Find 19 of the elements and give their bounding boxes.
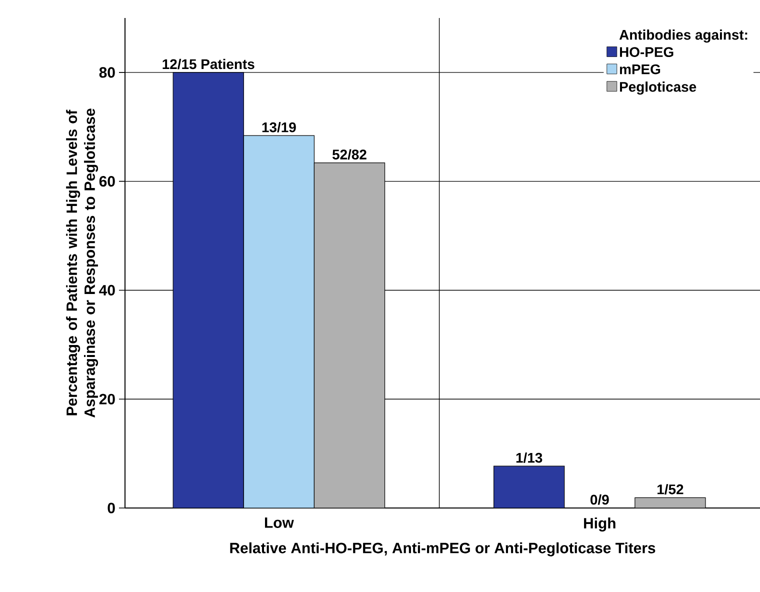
y-tick-label: 20 [99, 394, 115, 404]
y-tick-label: 40 [99, 284, 115, 296]
x-axis-title: Relative Anti-HO-PEG, Anti-mPEG or Anti-Pegloticase Titers [230, 542, 656, 556]
y-tick-label: 0 [108, 502, 115, 514]
legend-label: HO-PEG [620, 47, 674, 57]
legend-label: Pegloticase [620, 82, 696, 95]
data-label: 13/19 [262, 122, 296, 132]
y-axis-title: Percentage of Patients with High Levels of Asparaginase or Responses to Pegloticase [66, 108, 98, 418]
y-tick-label: 60 [99, 176, 115, 187]
legend-label: mPEG [620, 64, 660, 74]
x-tick-label: Low [265, 518, 294, 528]
data-label: 0/9 [590, 494, 609, 505]
data-label: 1/13 [516, 452, 542, 463]
data-label: 1/52 [658, 484, 684, 494]
data-label: 52/82 [332, 149, 366, 160]
y-tick-label: 80 [99, 67, 115, 78]
data-label: 12/15 Patients [162, 58, 254, 70]
x-tick-label: High [584, 518, 616, 532]
legend-title: Antibodies against: [619, 30, 748, 43]
